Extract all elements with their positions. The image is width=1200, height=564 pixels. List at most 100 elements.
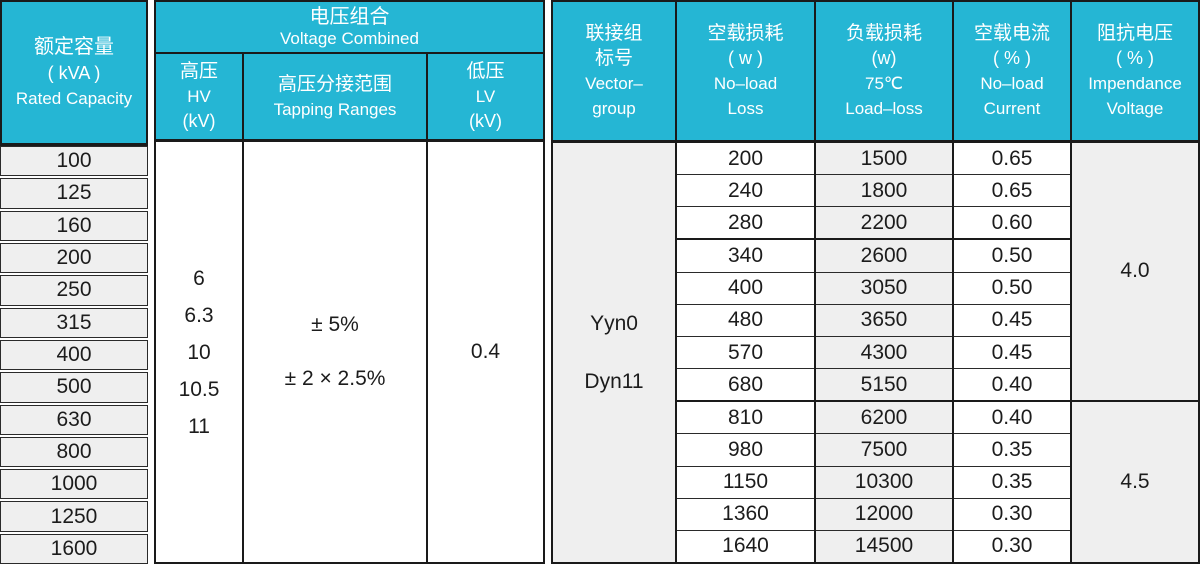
load-loss-cell: 5150 bbox=[816, 369, 952, 403]
no-load-loss-cell: 810 bbox=[677, 402, 814, 435]
no-load-loss-cell: 200 bbox=[677, 143, 814, 176]
capacity-cell: 315 bbox=[0, 307, 148, 338]
no-load-current-unit: ( % ) bbox=[993, 48, 1031, 68]
voltage-combined-zh: 电压组合 bbox=[309, 6, 390, 28]
capacity-cell: 200 bbox=[0, 242, 148, 274]
no-load-loss-cell: 340 bbox=[677, 240, 814, 273]
vector-en1: Vector– bbox=[585, 74, 643, 93]
voltage-body: 6 6.3 10 10.5 11 ± 5% ± 2 × 2.5% 0.4 bbox=[156, 142, 543, 562]
impedance-unit: ( % ) bbox=[1116, 48, 1154, 68]
rated-capacity-unit: ( kVA ) bbox=[47, 63, 101, 83]
tapping-zh: 高压分接范围 bbox=[277, 73, 392, 95]
no-load-loss-cell: 1640 bbox=[677, 530, 814, 563]
lv-value-cell: 0.4 bbox=[428, 142, 543, 562]
impedance-en1: Impendance bbox=[1088, 74, 1182, 93]
vector-value: Dyn11 bbox=[584, 369, 644, 393]
tapping-value: ± 5% bbox=[311, 313, 359, 336]
no-load-loss-cell: 1150 bbox=[677, 466, 814, 499]
load-loss-cell: 2200 bbox=[816, 207, 952, 241]
voltage-combined-header: 电压组合 Voltage Combined bbox=[156, 2, 543, 54]
capacity-cell: 1250 bbox=[0, 501, 148, 532]
load-loss-en: Load–loss bbox=[845, 99, 923, 118]
load-loss-zh: 负载损耗 bbox=[845, 23, 922, 44]
no-load-loss-column: 200 240 280 340 400 480 570 680 810 980 … bbox=[677, 143, 816, 563]
hv-header: 高压 HV (kV) bbox=[156, 54, 244, 142]
column-gutter bbox=[545, 0, 551, 564]
hv-zh: 高压 bbox=[179, 61, 218, 82]
no-load-current-cell: 0.65 bbox=[954, 143, 1070, 176]
no-load-loss-cell: 280 bbox=[677, 207, 814, 241]
hv-value: 10 bbox=[187, 340, 211, 364]
impedance-value-cell: 4.5 bbox=[1072, 401, 1198, 562]
no-load-loss-zh: 空载损耗 bbox=[707, 23, 784, 44]
load-loss-cell: 14500 bbox=[816, 530, 952, 563]
rated-capacity-cells: 100 125 160 200 250 315 400 500 630 800 … bbox=[0, 146, 148, 564]
no-load-current-cell: 0.30 bbox=[954, 530, 1070, 563]
impedance-header: 阻抗电压 ( % ) Impendance Voltage bbox=[1072, 2, 1198, 143]
tapping-values-cell: ± 5% ± 2 × 2.5% bbox=[244, 142, 428, 562]
column-gutter bbox=[148, 0, 154, 564]
impedance-column: 4.0 4.5 bbox=[1072, 143, 1198, 562]
lv-zh: 低压 bbox=[466, 61, 505, 82]
no-load-current-cell: 0.40 bbox=[954, 369, 1070, 403]
lv-header: 低压 LV (kV) bbox=[428, 54, 543, 142]
no-load-loss-en1: No–load bbox=[713, 74, 778, 93]
no-load-loss-cell: 1360 bbox=[677, 498, 814, 531]
voltage-subheaders: 高压 HV (kV) 高压分接范围 Tapping Ranges 低压 LV (… bbox=[156, 54, 543, 142]
no-load-current-cell: 0.40 bbox=[954, 402, 1070, 435]
impedance-zh: 阻抗电压 bbox=[1096, 23, 1173, 44]
lv-unit: (kV) bbox=[469, 111, 502, 131]
rated-capacity-en: Rated Capacity bbox=[15, 89, 133, 108]
no-load-current-cell: 0.35 bbox=[954, 434, 1070, 467]
vector-group-header: 联接组 标号 Vector– group bbox=[553, 2, 677, 143]
capacity-cell: 250 bbox=[0, 275, 148, 306]
no-load-current-cell: 0.35 bbox=[954, 466, 1070, 499]
no-load-loss-cell: 400 bbox=[677, 272, 814, 305]
no-load-loss-cell: 980 bbox=[677, 434, 814, 467]
no-load-current-cell: 0.50 bbox=[954, 272, 1070, 305]
vector-en2: group bbox=[592, 99, 636, 118]
losses-headers: 联接组 标号 Vector– group 空载损耗 ( w ) No–load … bbox=[553, 2, 1198, 143]
no-load-current-cell: 0.45 bbox=[954, 336, 1070, 370]
no-load-loss-unit: ( w ) bbox=[728, 48, 763, 68]
load-loss-cell: 4300 bbox=[816, 336, 952, 370]
capacity-cell: 630 bbox=[0, 404, 148, 435]
hv-values-cell: 6 6.3 10 10.5 11 bbox=[156, 142, 244, 562]
no-load-current-cell: 0.30 bbox=[954, 498, 1070, 531]
capacity-cell: 160 bbox=[0, 210, 148, 241]
no-load-current-cell: 0.50 bbox=[954, 240, 1070, 273]
load-loss-cell: 3050 bbox=[816, 272, 952, 305]
tapping-value: ± 2 × 2.5% bbox=[284, 367, 386, 390]
load-loss-cell: 3650 bbox=[816, 304, 952, 337]
capacity-cell: 1600 bbox=[0, 533, 148, 564]
capacity-cell: 100 bbox=[0, 146, 148, 177]
losses-body: Yyn0 Dyn11 200 240 280 340 400 480 570 6… bbox=[553, 143, 1198, 563]
load-loss-cell: 1500 bbox=[816, 143, 952, 176]
load-loss-unit: (w) bbox=[871, 48, 897, 68]
load-loss-cell: 10300 bbox=[816, 466, 952, 499]
lv-en: LV bbox=[475, 87, 496, 106]
voltage-combined-block: 电压组合 Voltage Combined 高压 HV (kV) 高压分接范围 … bbox=[154, 0, 545, 564]
load-loss-cell: 7500 bbox=[816, 434, 952, 467]
no-load-loss-cell: 680 bbox=[677, 369, 814, 403]
tapping-header: 高压分接范围 Tapping Ranges bbox=[244, 54, 428, 142]
voltage-combined-en: Voltage Combined bbox=[280, 29, 419, 48]
losses-block: 联接组 标号 Vector– group 空载损耗 ( w ) No–load … bbox=[551, 0, 1200, 564]
no-load-loss-en2: Loss bbox=[727, 99, 764, 118]
load-loss-cell: 1800 bbox=[816, 175, 952, 208]
load-loss-column: 1500 1800 2200 2600 3050 3650 4300 5150 … bbox=[816, 143, 954, 563]
vector-zh1: 联接组 bbox=[585, 23, 643, 44]
vector-value: Yyn0 bbox=[590, 311, 638, 335]
no-load-current-cell: 0.45 bbox=[954, 304, 1070, 337]
no-load-current-cell: 0.60 bbox=[954, 207, 1070, 241]
rated-capacity-column: 额定容量 ( kVA ) Rated Capacity 100 125 160 … bbox=[0, 0, 148, 564]
hv-unit: (kV) bbox=[182, 111, 216, 131]
tapping-en: Tapping Ranges bbox=[273, 99, 397, 119]
no-load-current-column: 0.65 0.65 0.60 0.50 0.50 0.45 0.45 0.40 … bbox=[954, 143, 1072, 563]
no-load-loss-header: 空载损耗 ( w ) No–load Loss bbox=[677, 2, 816, 143]
load-loss-header: 负载损耗 (w) 75℃ Load–loss bbox=[816, 2, 954, 143]
vector-values-cell: Yyn0 Dyn11 bbox=[553, 143, 675, 562]
hv-value: 6 bbox=[193, 266, 205, 290]
capacity-cell: 125 bbox=[0, 178, 148, 209]
no-load-loss-cell: 480 bbox=[677, 304, 814, 337]
